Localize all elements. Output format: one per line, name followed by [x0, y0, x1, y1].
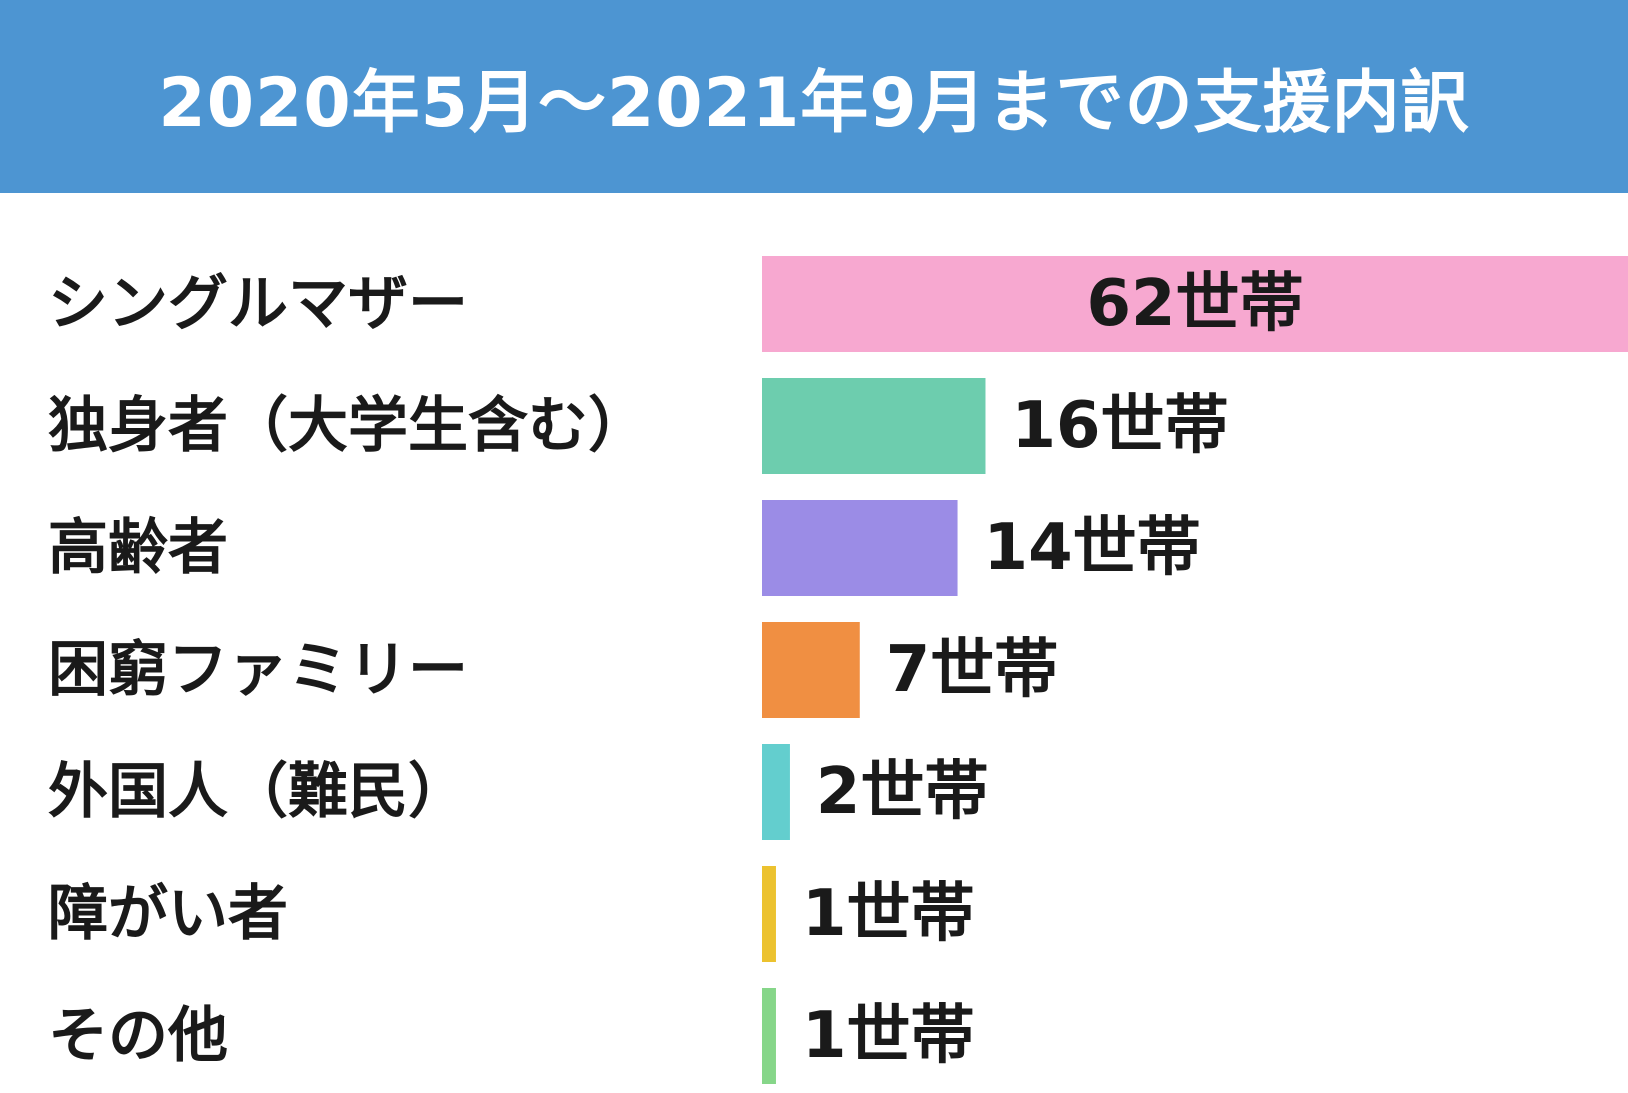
category-label: 障がい者 — [48, 879, 288, 949]
bar — [762, 622, 860, 718]
bar — [762, 744, 790, 840]
value-label: 62世帯 — [1086, 267, 1303, 341]
value-label: 1世帯 — [802, 877, 975, 951]
value-label: 7世帯 — [886, 633, 1059, 707]
bar — [762, 378, 986, 474]
value-label: 1世帯 — [802, 999, 975, 1073]
category-label: その他 — [48, 1001, 228, 1071]
bar — [762, 988, 776, 1084]
category-label: 独身者（大学生含む） — [48, 391, 648, 461]
bar — [762, 256, 1628, 352]
value-label: 16世帯 — [1011, 389, 1228, 463]
category-label: 困窮ファミリー — [48, 635, 468, 705]
bar — [762, 500, 958, 596]
bar — [762, 866, 776, 962]
chart-title: 2020年5月〜2021年9月までの支援内訳 — [158, 64, 1470, 143]
value-label: 14世帯 — [984, 511, 1201, 585]
title-banner: 2020年5月〜2021年9月までの支援内訳 — [0, 0, 1628, 193]
value-label: 2世帯 — [816, 755, 989, 829]
category-label: 外国人（難民） — [48, 757, 468, 827]
category-label: シングルマザー — [48, 269, 468, 339]
category-label: 高齢者 — [48, 513, 228, 583]
